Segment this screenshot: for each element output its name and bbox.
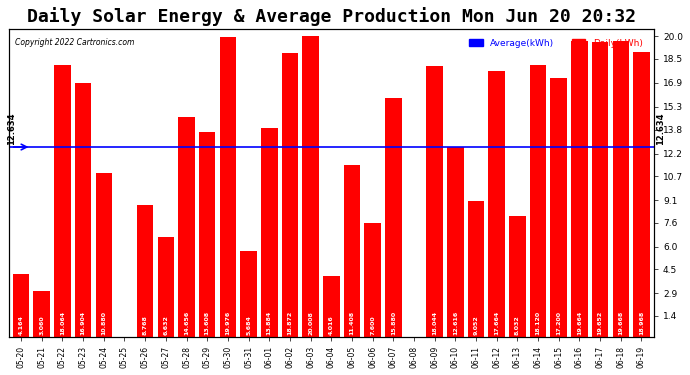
Bar [551,78,567,337]
Bar [468,201,484,337]
Bar [282,53,298,337]
Text: 19.668: 19.668 [618,310,623,334]
Bar [261,128,277,337]
Text: 18.872: 18.872 [288,310,293,334]
Bar [613,41,629,337]
Text: 8.032: 8.032 [515,315,520,334]
Text: 18.044: 18.044 [432,310,437,334]
Text: 15.880: 15.880 [391,310,396,334]
Bar [447,147,464,337]
Text: 13.608: 13.608 [205,310,210,334]
Bar [178,117,195,337]
Text: 18.064: 18.064 [60,310,65,334]
Bar [13,274,30,337]
Text: 9.052: 9.052 [473,315,479,334]
Bar [364,223,381,337]
Bar [385,98,402,337]
Text: Copyright 2022 Cartronics.com: Copyright 2022 Cartronics.com [15,38,135,47]
Text: 14.656: 14.656 [184,310,189,334]
Bar [95,173,112,337]
Bar [571,41,588,337]
Text: 17.664: 17.664 [494,310,500,334]
Text: 13.884: 13.884 [267,310,272,334]
Bar [54,66,70,337]
Bar [137,205,153,337]
Text: 10.880: 10.880 [101,310,106,334]
Bar [323,276,339,337]
Text: 12.616: 12.616 [453,310,458,334]
Text: 8.768: 8.768 [143,315,148,334]
Text: 19.976: 19.976 [226,310,230,334]
Bar [530,64,546,337]
Bar [240,251,257,337]
Text: 18.120: 18.120 [535,310,540,334]
Bar [489,72,505,337]
Bar [344,165,360,337]
Bar [157,237,174,337]
Bar [34,291,50,337]
Text: 12.634: 12.634 [7,112,16,145]
Bar [633,52,650,337]
Bar [75,83,91,337]
Bar [219,37,236,337]
Text: 4.164: 4.164 [19,315,23,334]
Bar [426,66,443,337]
Text: 20.008: 20.008 [308,310,313,334]
Text: 19.652: 19.652 [598,310,602,334]
Text: 12.634: 12.634 [656,112,665,145]
Bar [199,132,215,337]
Text: 7.600: 7.600 [370,315,375,334]
Text: 16.904: 16.904 [81,310,86,334]
Legend: Average(kWh), Daily(kWh): Average(kWh), Daily(kWh) [465,35,646,51]
Text: 5.684: 5.684 [246,315,251,334]
Text: 4.016: 4.016 [328,315,334,334]
Bar [302,36,319,337]
Text: 17.200: 17.200 [556,310,561,334]
Text: 6.632: 6.632 [164,315,168,334]
Bar [592,42,609,337]
Text: 19.664: 19.664 [577,310,582,334]
Bar [509,216,526,337]
Text: 11.408: 11.408 [349,310,355,334]
Title: Daily Solar Energy & Average Production Mon Jun 20 20:32: Daily Solar Energy & Average Production … [27,7,635,26]
Text: 18.968: 18.968 [639,310,644,334]
Text: 3.060: 3.060 [39,315,44,334]
